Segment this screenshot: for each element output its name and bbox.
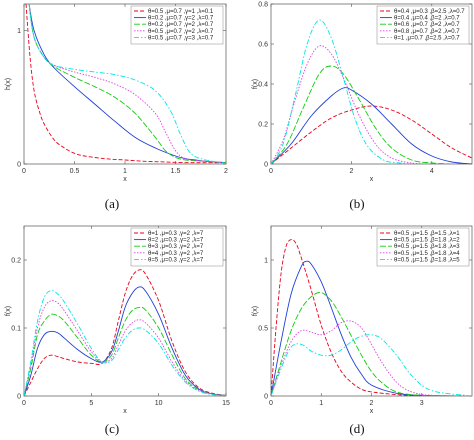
y-tick-label: 0.4 — [258, 82, 268, 89]
x-tick-label: 1.5 — [171, 168, 181, 175]
legend-entry: θ=0.5 ,μ=1.5 ,β=1.5 ,λ=1 — [394, 231, 460, 237]
y-tick-label: 0.6 — [258, 42, 268, 49]
x-tick-label: 10 — [155, 400, 163, 407]
legend-entry: θ=0.2 ,μ=0.7 ,γ=2 ,λ=0.7 — [148, 16, 214, 22]
y-tick-label: 0 — [17, 162, 21, 169]
y-tick-label: 0 — [17, 394, 21, 401]
y-axis-label: f(x) — [252, 79, 259, 89]
y-tick-label: 0.8 — [258, 2, 268, 9]
x-tick-label: 5 — [89, 400, 93, 407]
x-axis-label: x — [370, 176, 374, 183]
legend-entry: θ=0.5 ,μ=1.5 ,β=1.8 ,λ=3 — [394, 244, 460, 250]
legend-entry: θ=0.5 ,μ=0.7 ,γ=2 ,λ=0.7 — [148, 29, 214, 35]
x-axis-label: x — [123, 176, 127, 183]
legend-box — [130, 5, 224, 45]
x-tick-label: 1 — [319, 400, 323, 407]
y-axis-label: h(x) — [5, 78, 12, 90]
x-tick-label: 4 — [430, 168, 434, 175]
legend-box — [130, 227, 224, 267]
legend: θ=0.5 ,μ=1.5 ,β=1.5 ,λ=1θ=0.5 ,μ=1.5 ,β=… — [376, 227, 470, 267]
legend-entry: θ=3 ,μ=0.3 ,γ=2 ,λ=7 — [148, 244, 204, 250]
legend-entry: θ=0.5 ,μ=0.7 ,γ=1 ,λ=0.1 — [148, 9, 214, 15]
legend: θ=0.4 ,μ=0.3 ,β=2.5 ,λ=0.7θ=0.4 ,μ=0.4 ,… — [376, 5, 470, 45]
x-axis-label: x — [370, 408, 374, 415]
series-line-5 — [24, 290, 226, 396]
legend-entry: θ=0.4 ,μ=0.4 ,β=2 ,λ=0.7 — [394, 16, 460, 22]
legend-entry: θ=4 ,μ=0.3 ,γ=2 ,λ=7 — [148, 251, 204, 257]
panel-caption: (d) — [349, 421, 364, 436]
y-tick-label: 0 — [264, 162, 268, 169]
y-axis-label: f(x) — [5, 306, 12, 316]
y-tick-label: 1 — [264, 258, 268, 265]
series-line-3 — [271, 65, 452, 164]
series-line-3 — [24, 306, 226, 396]
legend: θ=0.5 ,μ=0.7 ,γ=1 ,λ=0.1θ=0.2 ,μ=0.7 ,γ=… — [130, 5, 224, 45]
series-line-3 — [271, 292, 472, 396]
series-line-2 — [28, 4, 226, 164]
series-line-4 — [271, 45, 432, 164]
x-tick-label: 0 — [269, 168, 273, 175]
series-line-1 — [24, 269, 226, 396]
y-tick-label: 0.5 — [258, 326, 268, 333]
x-tick-label: 0 — [22, 168, 26, 175]
series-line-1 — [271, 105, 472, 164]
chart-panel-2: 0 2 4 0 0.2 0.4 0.6 0.8 x f(x) θ=0.4 ,μ=0.3 ,β=2.5… — [252, 2, 473, 211]
legend-entry: θ=0.4 ,μ=0.3 ,β=2.5 ,λ=0.7 — [394, 9, 465, 15]
legend-entry: θ=1 ,μ=0.7 ,β=2.5 ,λ=0.7 — [394, 35, 460, 41]
legend-entry: θ=0.5 ,μ=1.5 ,β=1.8 ,λ=4 — [394, 251, 460, 257]
legend-entry: θ=0.5 ,μ=1.5 ,β=1.8 ,λ=5 — [394, 257, 460, 263]
series-line-4 — [24, 300, 226, 396]
x-tick-label: 1 — [123, 168, 127, 175]
legend-entry: θ=5 ,μ=0.3 ,γ=2 ,λ=7 — [148, 257, 204, 263]
legend: θ=1 ,μ=0.3 ,γ=2 ,λ=7θ=2 ,μ=0.3 ,γ=2 ,λ=7… — [130, 227, 224, 267]
plot-area-frame — [23, 225, 227, 397]
legend-entry: θ=0.8 ,μ=0.7 ,β=2 ,λ=0.7 — [394, 29, 460, 35]
series-line-5 — [28, 4, 226, 164]
y-tick-label: 0 — [264, 394, 268, 401]
legend-box — [376, 5, 470, 45]
series-line-2 — [24, 286, 226, 396]
legend-entry: θ=0.5 ,μ=0.7 ,γ=3 ,λ=0.7 — [148, 35, 214, 41]
series-line-5 — [271, 334, 472, 396]
legend-entry: θ=0.6 ,μ=0.7 ,β=2 ,λ=0.7 — [394, 22, 460, 28]
panel-caption: (c) — [105, 421, 119, 436]
legend-entry: θ=1 ,μ=0.3 ,γ=2 ,λ=7 — [148, 231, 204, 237]
y-tick-label: 1 — [17, 28, 21, 35]
series-line-2 — [271, 260, 472, 396]
x-tick-label: 2 — [224, 168, 228, 175]
legend-entry: θ=0.2 ,μ=0.7 ,γ=2 ,λ=0.7 — [148, 22, 214, 28]
series-line-2 — [271, 87, 472, 164]
x-tick-label: 0.5 — [70, 168, 80, 175]
x-tick-label: 15 — [222, 400, 230, 407]
series-line-4 — [271, 320, 472, 396]
x-tick-label: 2 — [370, 400, 374, 407]
panel-caption: (a) — [105, 196, 119, 211]
series-line-1 — [271, 239, 472, 396]
y-tick-label: 0.2 — [258, 122, 268, 129]
x-tick-label: 2 — [349, 168, 353, 175]
x-tick-label: 3 — [420, 400, 424, 407]
x-tick-label: 0 — [22, 400, 26, 407]
panel-caption: (b) — [349, 196, 364, 211]
y-tick-label: 0.2 — [11, 258, 21, 265]
x-tick-label: 0 — [269, 400, 273, 407]
legend-entry: θ=2 ,μ=0.3 ,γ=2 ,λ=7 — [148, 238, 204, 244]
y-axis-label: f(x) — [252, 306, 259, 316]
legend-entry: θ=0.5 ,μ=1.5 ,β=1.8 ,λ=2 — [394, 238, 460, 244]
x-axis-label: x — [123, 408, 127, 415]
legend-box — [376, 227, 470, 267]
series-line-1 — [25, 4, 226, 164]
y-tick-label: 0.1 — [11, 326, 21, 333]
